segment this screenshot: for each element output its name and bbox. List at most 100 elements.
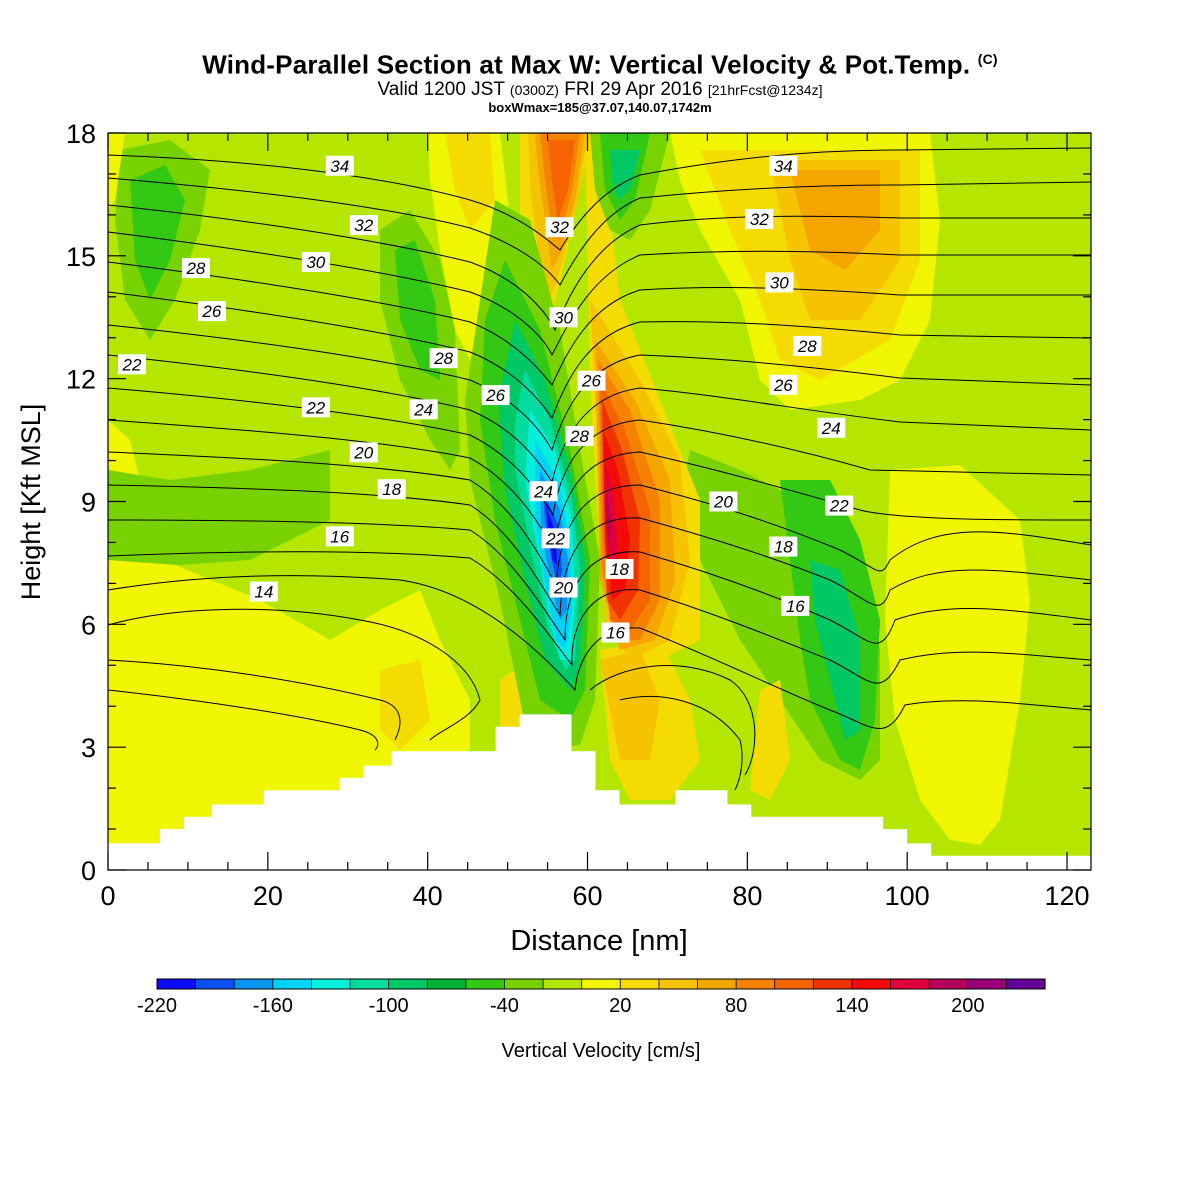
- svg-text:16: 16: [606, 624, 625, 643]
- contour-label: 28: [429, 348, 458, 369]
- colorbar-swatch: [234, 979, 274, 989]
- colorbar-tick-label: -40: [490, 995, 519, 1017]
- x-tick-label: 100: [885, 881, 930, 911]
- colorbar-swatch: [157, 979, 197, 989]
- chart-subtitle: Valid 1200 JST (0300Z) FRI 29 Apr 2016 […: [0, 79, 1200, 100]
- svg-text:28: 28: [433, 349, 453, 368]
- contour-label: 16: [781, 595, 810, 616]
- colorbar-swatch: [504, 979, 544, 989]
- colorbar-swatch: [658, 979, 699, 989]
- colorbar-swatch: [851, 979, 892, 989]
- svg-text:30: 30: [554, 308, 573, 327]
- colorbar-swatch: [890, 979, 930, 989]
- y-axis: 0 3 6 9 12 15 18: [66, 119, 1091, 886]
- contour-label: 26: [481, 385, 510, 406]
- x-axis: 0 20 40 60 80 100 120: [100, 133, 1090, 911]
- colorbar-swatch: [350, 979, 390, 989]
- svg-text:30: 30: [306, 253, 325, 272]
- contour-label: 30: [765, 272, 794, 293]
- svg-text:28: 28: [569, 427, 589, 446]
- svg-text:20: 20: [713, 493, 733, 512]
- svg-text:18: 18: [382, 480, 401, 499]
- contour-label: 14: [249, 581, 278, 602]
- y-tick-label: 6: [81, 610, 96, 640]
- colorbar-swatch: [929, 979, 969, 989]
- y-axis-label: Height [Kft MSL]: [16, 404, 46, 601]
- contour-label: 20: [549, 577, 578, 598]
- velocity-field: [108, 133, 1030, 870]
- forecast-info: [21hrFcst@1234z]: [707, 81, 823, 98]
- svg-text:34: 34: [330, 157, 349, 176]
- svg-text:18: 18: [610, 560, 629, 579]
- contour-labels: 34 34 32 32 32 30 30 30 28 28 28 28 26 26 26 26 24 24 24 22…: [117, 155, 854, 643]
- contour-label: 16: [325, 526, 354, 547]
- colorbar-swatch: [272, 979, 313, 989]
- colorbar-swatch: [311, 979, 351, 989]
- colorbar-label: Vertical Velocity [cm/s]: [502, 1040, 701, 1062]
- colorbar-swatch: [543, 979, 583, 989]
- colorbar-swatch: [465, 979, 506, 989]
- colorbar-swatch: [388, 979, 428, 989]
- x-tick-label: 120: [1044, 881, 1089, 911]
- y-tick-label: 12: [66, 365, 96, 395]
- chart-title-text: Wind-Parallel Section at Max W: Vertical…: [202, 49, 971, 80]
- y-tick-label: 15: [66, 242, 96, 272]
- title-block: Wind-Parallel Section at Max W: Vertical…: [0, 44, 1200, 116]
- y-tick-label: 0: [81, 856, 96, 886]
- contour-label: 26: [197, 301, 226, 322]
- svg-text:24: 24: [413, 400, 433, 419]
- svg-text:20: 20: [353, 443, 373, 462]
- colorbar-tick-label: -220: [137, 995, 177, 1017]
- svg-text:16: 16: [786, 597, 805, 616]
- svg-text:32: 32: [550, 218, 569, 237]
- contour-label: 22: [825, 495, 854, 516]
- x-axis-label: Distance [nm]: [510, 925, 687, 957]
- svg-text:22: 22: [545, 529, 565, 548]
- svg-text:16: 16: [330, 527, 349, 546]
- colorbar: -220 -160 -100 -40 20 80 140 200: [137, 978, 1046, 1017]
- svg-text:30: 30: [770, 273, 789, 292]
- contour-label: 32: [545, 217, 574, 238]
- chart-title: Wind-Parallel Section at Max W: Vertical…: [0, 44, 1200, 80]
- colorbar-swatch: [774, 979, 814, 989]
- colorbar-swatch: [581, 979, 621, 989]
- y-tick-label: 3: [81, 733, 96, 763]
- colorbar-swatch: [697, 979, 737, 989]
- svg-text:20: 20: [553, 578, 573, 597]
- colorbar-tick-label: 20: [609, 995, 631, 1017]
- svg-text:18: 18: [774, 538, 793, 557]
- y-tick-label: 9: [81, 488, 96, 518]
- terrain-mask: [108, 714, 1091, 870]
- x-tick-label: 40: [413, 881, 443, 911]
- colorbar-tick-label: 80: [725, 995, 747, 1017]
- svg-text:28: 28: [185, 259, 205, 278]
- colorbar-swatch: [736, 979, 776, 989]
- svg-text:32: 32: [354, 216, 373, 235]
- svg-text:26: 26: [201, 302, 221, 321]
- contour-label: 22: [117, 354, 146, 375]
- colorbar-swatch: [813, 979, 853, 989]
- colorbar-tick-label: -100: [369, 995, 409, 1017]
- svg-text:22: 22: [122, 355, 142, 374]
- contour-label: 28: [565, 425, 594, 446]
- svg-text:34: 34: [774, 157, 793, 176]
- y-tick-label: 18: [66, 119, 96, 149]
- contour-label: 32: [349, 215, 378, 236]
- contour-label: 28: [181, 258, 210, 279]
- colorbar-swatch: [620, 979, 660, 989]
- svg-text:22: 22: [829, 497, 849, 516]
- copyright-mark: (C): [977, 51, 998, 67]
- x-tick-label: 0: [100, 881, 115, 911]
- svg-text:24: 24: [821, 419, 841, 438]
- svg-text:32: 32: [750, 210, 769, 229]
- svg-text:26: 26: [773, 376, 793, 395]
- x-tick-label: 20: [253, 881, 283, 911]
- svg-text:14: 14: [254, 583, 273, 602]
- contour-label: 26: [577, 370, 606, 391]
- contour-label: 16: [601, 622, 630, 643]
- plot-area: 34 34 32 32 32 30 30 30 28 28 28 28 26 26 26 26 24 24 24 22…: [108, 133, 1091, 870]
- contour-label: 24: [529, 481, 558, 502]
- contour-label: 26: [769, 374, 798, 395]
- contour-label: 22: [301, 397, 330, 418]
